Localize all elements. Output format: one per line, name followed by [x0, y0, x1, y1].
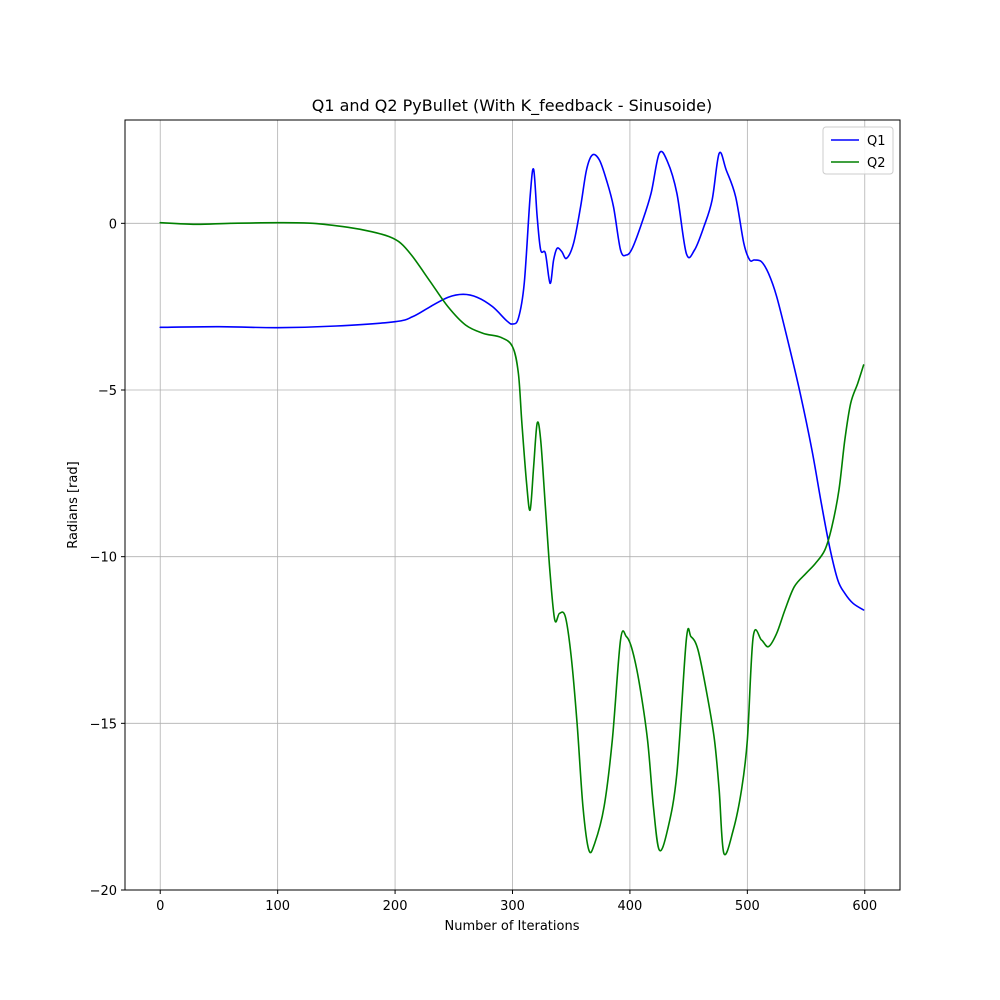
series-line-q1 [159, 150, 865, 611]
x-tick-label: 0 [156, 899, 164, 914]
y-tick-label: −20 [90, 884, 117, 899]
chart-title: Q1 and Q2 PyBullet (With K_feedback - Si… [312, 96, 713, 116]
x-axis-label: Number of Iterations [445, 919, 580, 934]
x-tick-label: 300 [500, 899, 525, 914]
y-tick-label: −10 [90, 551, 117, 566]
series-line-q2 [159, 221, 865, 856]
series-lines [159, 150, 865, 856]
y-tick-label: 0 [109, 217, 117, 232]
axis-ticks: 0 100 200 300 400 500 600 −20 −15 −10 −5 0 [90, 217, 878, 914]
x-tick-label: 100 [265, 899, 290, 914]
x-tick-label: 200 [383, 899, 408, 914]
legend-label-q2: Q2 [867, 156, 886, 171]
legend-label-q1: Q1 [867, 134, 886, 149]
x-tick-label: 500 [735, 899, 760, 914]
y-tick-label: −15 [90, 717, 117, 732]
y-tick-label: −5 [98, 384, 117, 399]
x-tick-label: 600 [852, 899, 877, 914]
x-tick-label: 400 [618, 899, 643, 914]
y-axis-label: Radians [rad] [66, 461, 81, 548]
